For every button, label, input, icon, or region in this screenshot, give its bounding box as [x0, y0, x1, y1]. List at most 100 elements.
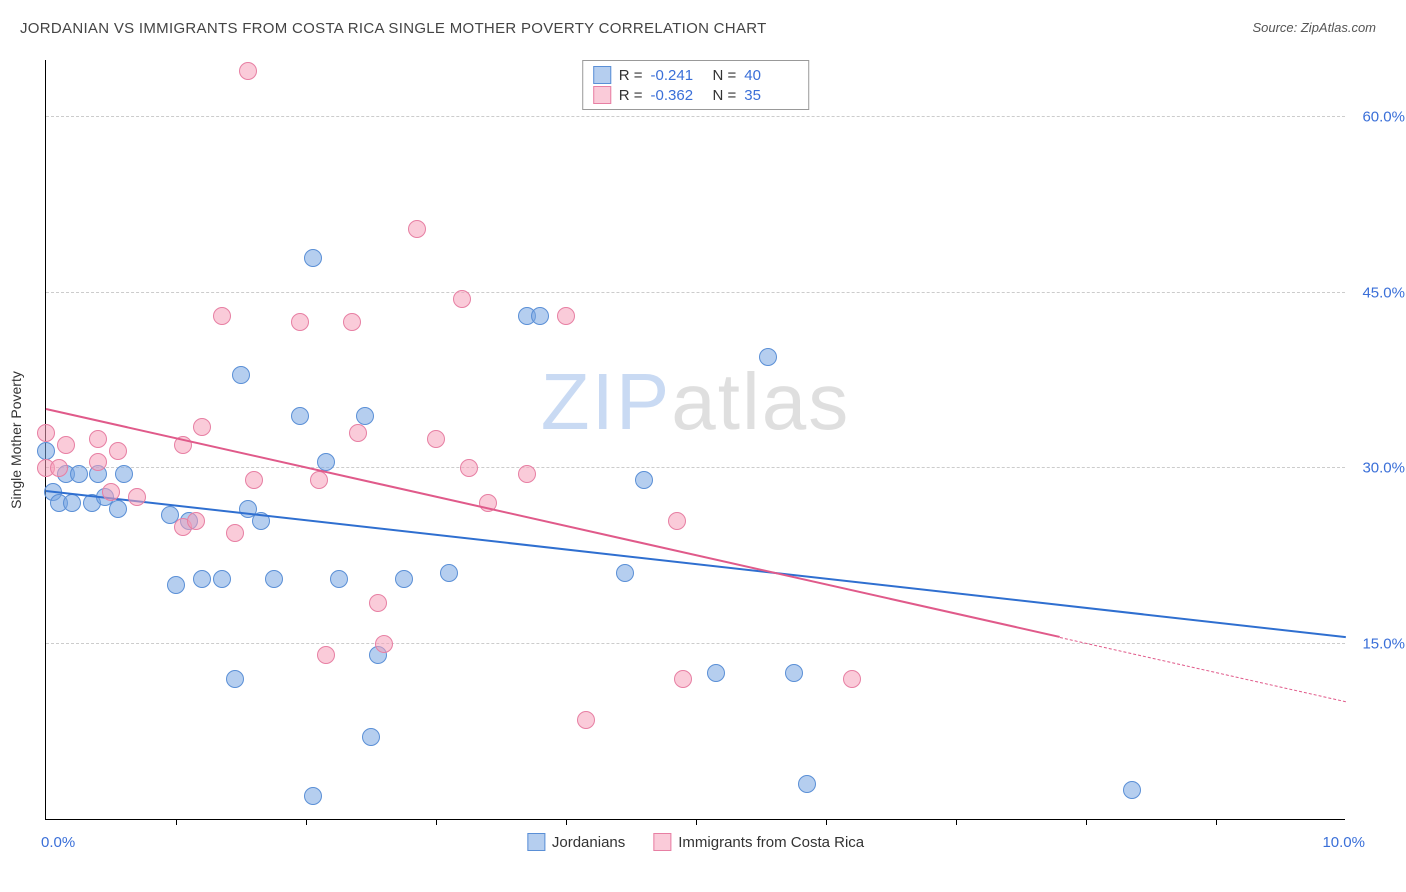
scatter-point [265, 570, 283, 588]
scatter-point [213, 570, 231, 588]
scatter-point [115, 465, 133, 483]
scatter-point [460, 459, 478, 477]
scatter-point [798, 775, 816, 793]
scatter-point [369, 594, 387, 612]
r-value-1: -0.362 [651, 87, 705, 104]
scatter-point [37, 442, 55, 460]
x-tick [566, 819, 567, 825]
n-label: N = [713, 87, 737, 104]
scatter-point [102, 483, 120, 501]
stats-swatch-1 [593, 86, 611, 104]
scatter-point [167, 576, 185, 594]
scatter-point [440, 564, 458, 582]
scatter-point [674, 670, 692, 688]
scatter-point [239, 62, 257, 80]
x-tick [306, 819, 307, 825]
scatter-point [427, 430, 445, 448]
x-axis-max-label: 10.0% [1322, 834, 1365, 851]
scatter-point [616, 564, 634, 582]
x-tick [956, 819, 957, 825]
scatter-point [635, 471, 653, 489]
scatter-point [193, 570, 211, 588]
scatter-point [557, 307, 575, 325]
legend-item-1: Immigrants from Costa Rica [653, 833, 864, 851]
y-tick-label: 15.0% [1362, 635, 1405, 652]
n-value-0: 40 [744, 67, 798, 84]
stats-row-1: R = -0.362 N = 35 [593, 85, 799, 105]
scatter-point [317, 646, 335, 664]
scatter-point [245, 471, 263, 489]
watermark: ZIPatlas [541, 356, 850, 448]
scatter-point [70, 465, 88, 483]
gridline [46, 116, 1345, 117]
gridline [46, 467, 1345, 468]
y-tick-label: 30.0% [1362, 460, 1405, 477]
scatter-point [226, 670, 244, 688]
scatter-point [232, 366, 250, 384]
scatter-point [1123, 781, 1141, 799]
r-value-0: -0.241 [651, 67, 705, 84]
stats-swatch-0 [593, 66, 611, 84]
scatter-point [304, 249, 322, 267]
y-tick-label: 45.0% [1362, 284, 1405, 301]
scatter-point [518, 465, 536, 483]
scatter-point [63, 494, 81, 512]
r-label: R = [619, 67, 643, 84]
scatter-point [37, 424, 55, 442]
scatter-point [759, 348, 777, 366]
scatter-point [291, 407, 309, 425]
x-tick [176, 819, 177, 825]
chart-title: JORDANIAN VS IMMIGRANTS FROM COSTA RICA … [20, 20, 767, 37]
scatter-point [193, 418, 211, 436]
y-tick-label: 60.0% [1362, 109, 1405, 126]
trend-line [46, 490, 1346, 638]
scatter-point [343, 313, 361, 331]
x-tick [436, 819, 437, 825]
n-label: N = [713, 67, 737, 84]
scatter-point [349, 424, 367, 442]
y-axis-title: Single Mother Poverty [8, 371, 24, 509]
scatter-point [843, 670, 861, 688]
scatter-point [291, 313, 309, 331]
scatter-point [453, 290, 471, 308]
scatter-point [128, 488, 146, 506]
scatter-point [577, 711, 595, 729]
x-tick [1216, 819, 1217, 825]
scatter-point [375, 635, 393, 653]
scatter-point [109, 442, 127, 460]
scatter-point [50, 459, 68, 477]
legend-label-0: Jordanians [552, 834, 625, 851]
source-attribution: Source: ZipAtlas.com [1252, 20, 1376, 35]
legend-swatch-0 [527, 833, 545, 851]
scatter-point [89, 430, 107, 448]
scatter-point [707, 664, 725, 682]
scatter-point [356, 407, 374, 425]
x-axis-min-label: 0.0% [41, 834, 75, 851]
scatter-point [531, 307, 549, 325]
scatter-point [408, 220, 426, 238]
gridline [46, 643, 1345, 644]
stats-legend-box: R = -0.241 N = 40 R = -0.362 N = 35 [582, 60, 810, 110]
x-tick [696, 819, 697, 825]
watermark-atlas: atlas [671, 357, 850, 446]
scatter-point [89, 453, 107, 471]
scatter-point [362, 728, 380, 746]
scatter-point [109, 500, 127, 518]
watermark-zip: ZIP [541, 357, 671, 446]
plot-area: ZIPatlas Single Mother Poverty 0.0% 10.0… [45, 60, 1345, 820]
legend-label-1: Immigrants from Costa Rica [678, 834, 864, 851]
n-value-1: 35 [744, 87, 798, 104]
stats-row-0: R = -0.241 N = 40 [593, 65, 799, 85]
scatter-point [785, 664, 803, 682]
scatter-point [304, 787, 322, 805]
x-tick [1086, 819, 1087, 825]
trend-line-extrapolated [1060, 637, 1346, 702]
bottom-legend: Jordanians Immigrants from Costa Rica [527, 833, 864, 851]
legend-item-0: Jordanians [527, 833, 625, 851]
scatter-point [668, 512, 686, 530]
gridline [46, 292, 1345, 293]
scatter-point [310, 471, 328, 489]
legend-swatch-1 [653, 833, 671, 851]
scatter-point [226, 524, 244, 542]
scatter-point [330, 570, 348, 588]
